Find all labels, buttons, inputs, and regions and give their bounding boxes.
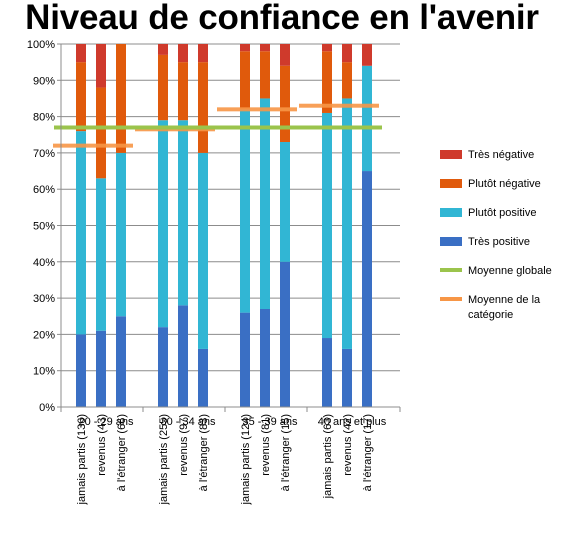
bar-segment: [342, 44, 352, 63]
x-category-label: à l'étranger (15): [280, 414, 292, 491]
legend-label: Plutôt négative: [468, 178, 541, 190]
bar-segment: [342, 62, 352, 99]
category-mean-line: [53, 143, 133, 148]
x-category-label: à l'étranger (17): [362, 414, 374, 491]
x-category-label: jamais partis (124): [240, 414, 252, 505]
bar-segment: [158, 54, 168, 121]
bar-segment: [240, 312, 250, 407]
bar-segment: [96, 178, 106, 331]
y-tick-label: 20%: [33, 329, 55, 341]
bar-segment: [178, 305, 188, 407]
bar-segment: [96, 330, 106, 407]
legend-label: catégorie: [468, 309, 513, 321]
bar-segment: [116, 152, 126, 317]
bar-segment: [280, 65, 290, 143]
bar-segment: [198, 44, 208, 63]
bar-segment: [260, 51, 270, 99]
bar-segment: [178, 62, 188, 121]
bar-segment: [362, 171, 372, 407]
y-tick-label: 50%: [33, 221, 55, 233]
bar-segment: [76, 334, 86, 407]
bar-segment: [260, 308, 270, 407]
bar-segment: [116, 44, 126, 153]
bar-segment: [76, 131, 86, 335]
bar-segment: [178, 120, 188, 306]
bar-segment: [280, 142, 290, 262]
bar-segment: [362, 65, 372, 172]
bar-segment: [198, 348, 208, 407]
bar-segment: [76, 62, 86, 132]
y-tick-label: 0%: [39, 402, 55, 414]
legend-swatch: [440, 150, 462, 159]
x-category-label: jamais partis (136): [76, 414, 88, 505]
legend-label: Moyenne globale: [468, 265, 552, 277]
bar-segment: [342, 348, 352, 407]
bar-segment: [362, 44, 372, 66]
bar-segment: [322, 112, 332, 339]
legend-line-swatch: [440, 268, 462, 272]
legend-label: Plutôt positive: [468, 207, 536, 219]
y-tick-label: 90%: [33, 75, 55, 87]
x-category-label: revenus (43): [96, 414, 108, 476]
x-category-label: jamais partis (255): [158, 414, 170, 505]
x-category-label: jamais partis (63): [322, 414, 334, 499]
x-group-label: 20 - 29 ans: [78, 416, 134, 428]
legend-label: Très positive: [468, 236, 530, 248]
bar-segment: [116, 316, 126, 407]
y-tick-label: 10%: [33, 366, 55, 378]
legend-swatch: [440, 237, 462, 246]
y-tick-label: 30%: [33, 293, 55, 305]
x-category-label: revenus (97): [178, 414, 190, 476]
bar-segment: [198, 152, 208, 349]
bar-segment: [198, 62, 208, 153]
bar-segment: [260, 98, 270, 309]
legend-swatch: [440, 208, 462, 217]
bar-segment: [322, 51, 332, 113]
bar-segment: [240, 44, 250, 52]
x-group-label: 35 - 39 ans: [242, 416, 298, 428]
x-group-label: 40 ans et plus: [318, 416, 387, 428]
y-tick-label: 60%: [33, 184, 55, 196]
bar-segment: [158, 44, 168, 55]
bar-segment: [178, 44, 188, 63]
legend-swatch: [440, 179, 462, 188]
bar-segment: [280, 261, 290, 407]
x-category-label: revenus (42): [342, 414, 354, 476]
legend: Très négative Plutôt négative Plutôt posit…: [440, 149, 552, 321]
bar-segment: [322, 338, 332, 407]
bar-segment: [96, 87, 106, 179]
x-category-label: revenus (81): [260, 414, 272, 476]
mean-lines: [53, 103, 382, 148]
y-tick-label: 80%: [33, 112, 55, 124]
legend-label: Très négative: [468, 149, 534, 161]
bar-segment: [240, 109, 250, 313]
bar-segment: [322, 44, 332, 52]
bar-segment: [260, 44, 270, 52]
axes: 0% 10% 20% 30% 40% 50% 60% 70% 80% 90% 100% jamais …: [27, 39, 401, 505]
bar-segment: [76, 44, 86, 63]
category-mean-line: [299, 103, 379, 108]
y-tick-label: 100%: [27, 39, 55, 51]
category-mean-line: [217, 107, 297, 112]
y-tick-label: 40%: [33, 257, 55, 269]
bar-segment: [158, 120, 168, 328]
bar-segment: [240, 51, 250, 110]
x-category-label: à l'étranger (83): [198, 414, 210, 491]
x-group-label: 30 - 34 ans: [160, 416, 216, 428]
overall-mean-line: [54, 125, 382, 130]
y-tick-label: 70%: [33, 148, 55, 160]
legend-label: Moyenne de la: [468, 294, 541, 306]
bar-segment: [280, 44, 290, 66]
bar-segment: [342, 98, 352, 349]
bars: [76, 44, 372, 407]
legend-line-swatch: [440, 297, 462, 301]
chart-title: Niveau de confiance en l'avenir: [25, 0, 539, 37]
bar-segment: [96, 44, 106, 88]
x-category-label: à l'étranger (66): [116, 414, 128, 491]
bar-segment: [158, 327, 168, 407]
